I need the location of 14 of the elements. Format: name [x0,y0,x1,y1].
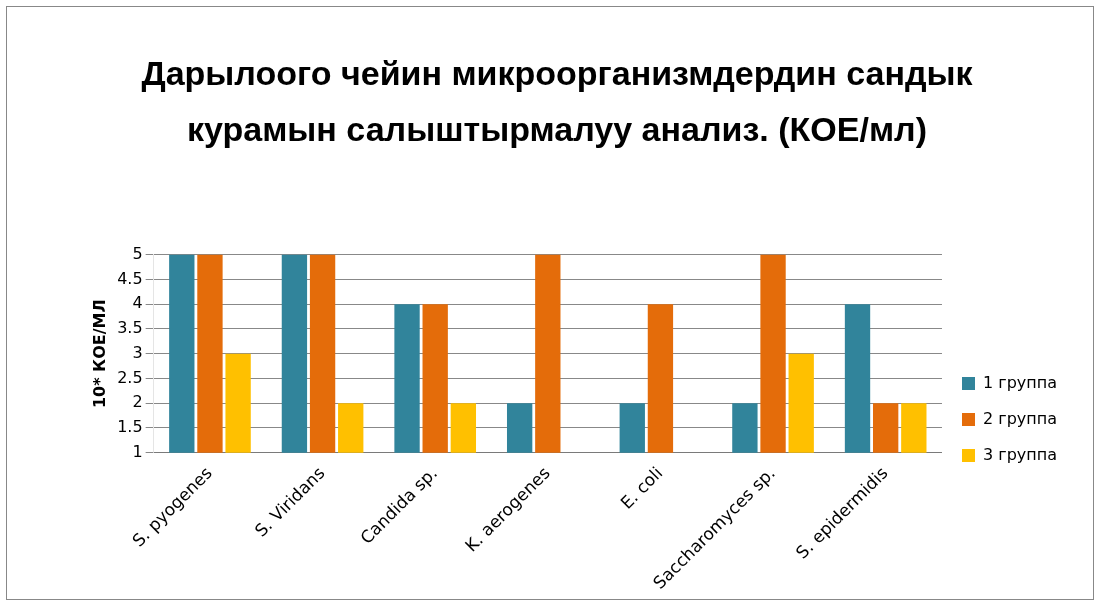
legend-label: 2 группа [982,408,1058,428]
y-tick-label: 4.5 [117,268,143,288]
y-tick-label: 1 [132,441,143,461]
y-tick-label: 3.5 [117,318,143,338]
y-tick-label: 4 [132,293,143,313]
legend-label: 1 группа [982,372,1058,392]
y-tick-label: 1.5 [117,417,143,437]
chart-title: Дарылоого чейин микроорганизмдердин сандык курамын салыштырмалуу анализ. (КОЕ/мл) [140,53,974,150]
legend-label: 3 группа [982,444,1058,464]
y-axis-title: 10* КОЕ/МЛ [89,299,109,409]
y-tick-label: 2.5 [117,367,143,387]
y-tick-label: 2 [132,392,143,412]
y-tick-label: 3 [132,342,143,362]
y-tick-label: 5 [132,243,143,263]
